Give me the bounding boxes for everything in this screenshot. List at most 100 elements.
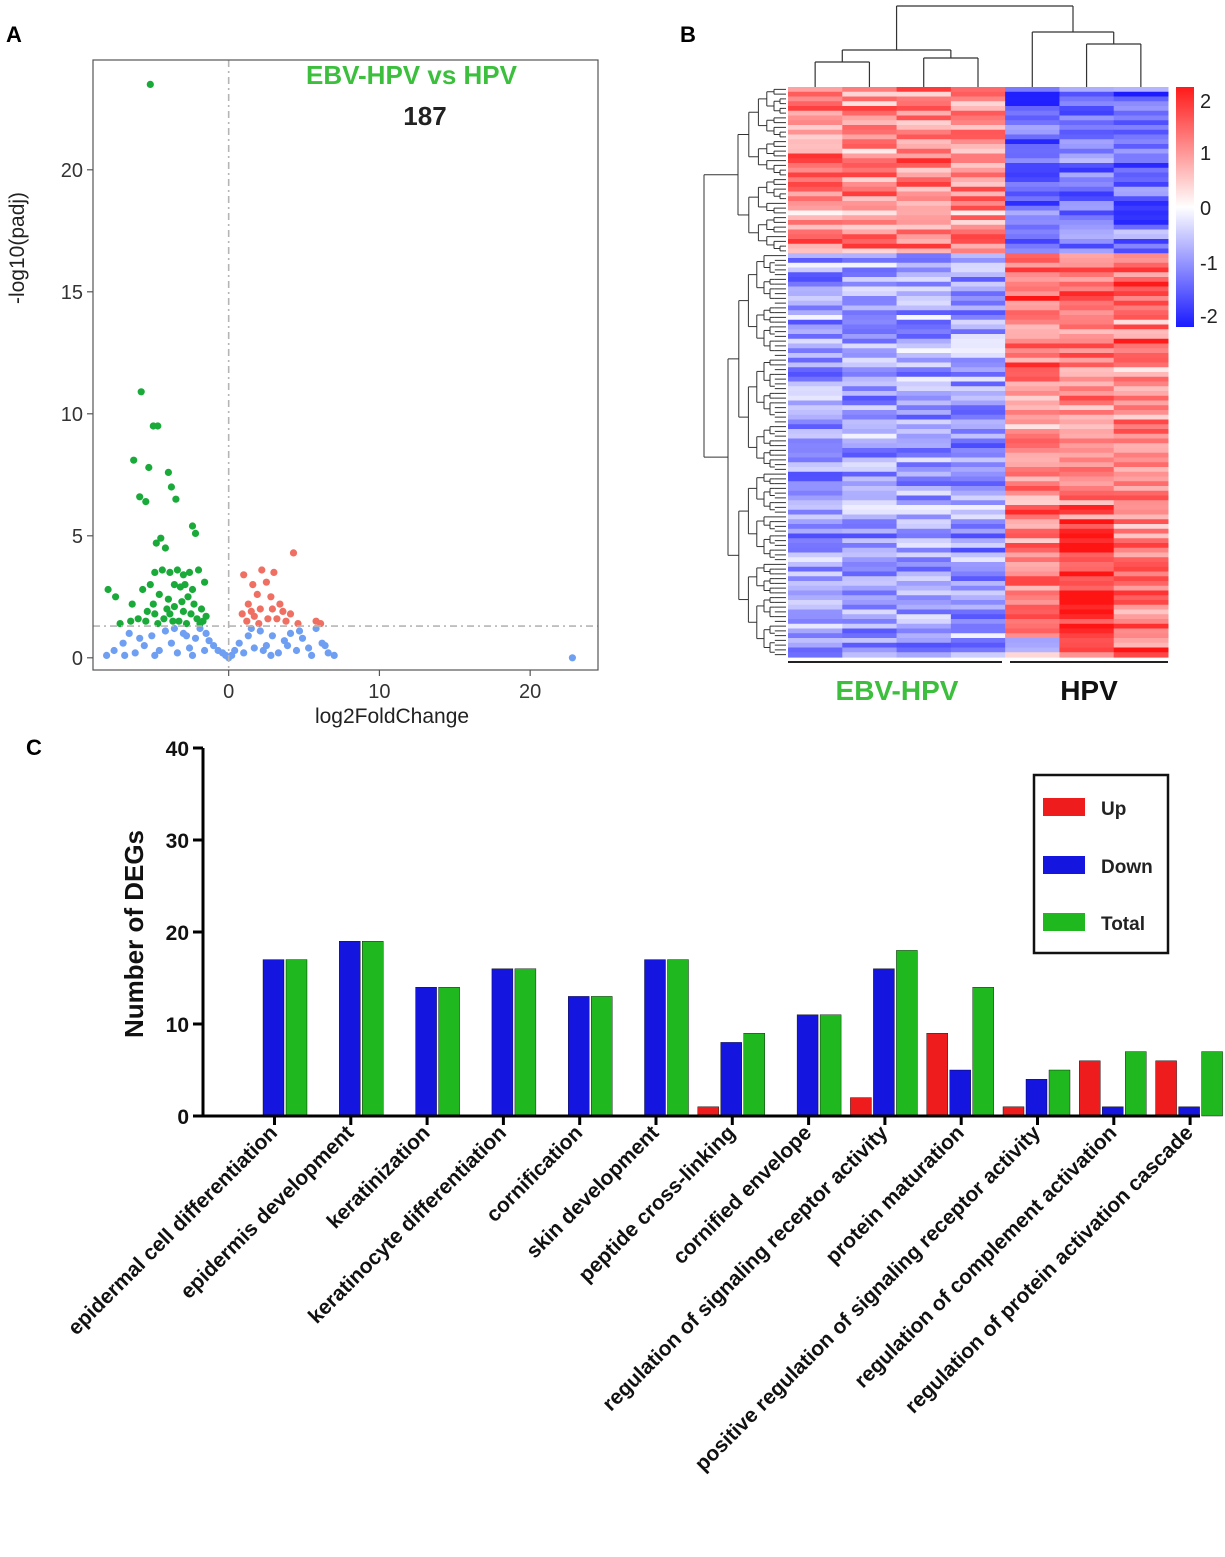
heatmap-cell [788, 324, 843, 330]
heatmap-cell [1113, 239, 1169, 245]
heatmap-cell [896, 239, 952, 245]
heatmap-cell [896, 177, 952, 183]
heatmap-cell [950, 429, 1006, 435]
heatmap-cell [1113, 595, 1169, 601]
heatmap-cell [1113, 609, 1169, 615]
panel-a-letter: A [6, 22, 22, 47]
heatmap-cell [1113, 462, 1169, 468]
heatmap-cell [1059, 267, 1115, 273]
volcano-point-ns [256, 627, 264, 635]
heatmap-cell [1005, 448, 1060, 454]
heatmap-cell [950, 196, 1006, 202]
volcano-point-ns [250, 644, 258, 652]
heatmap-cell [950, 267, 1006, 273]
heatmap-cell [788, 186, 843, 193]
heatmap-cell [950, 229, 1006, 235]
heatmap-cell [950, 87, 1006, 93]
heatmap-cell [896, 386, 952, 392]
heatmap-cell [842, 315, 898, 321]
volcano-point-down [160, 615, 168, 623]
heatmap-cell [842, 148, 898, 155]
heatmap-cell [1005, 120, 1060, 126]
volcano-point-down [154, 422, 162, 430]
heatmap-cell [1113, 224, 1169, 231]
heatmap-cell [1005, 585, 1060, 592]
volcano-point-up [262, 578, 270, 586]
bars [262, 941, 1223, 1117]
heatmap-cell [842, 486, 898, 492]
heatmap-cell [842, 410, 898, 416]
heatmap-cell [950, 144, 1006, 150]
heatmap-cell [950, 129, 1006, 136]
heatmap-cell [950, 286, 1006, 292]
heatmap-cell [788, 210, 843, 216]
heatmap-cell [788, 167, 843, 174]
volcano-point-ns [136, 634, 144, 642]
heatmap-cell [896, 262, 952, 269]
heatmap-cell [1005, 595, 1060, 601]
heatmap-cell [950, 324, 1006, 330]
bar-total [285, 959, 308, 1117]
heatmap-cell [842, 367, 898, 373]
volcano-point-down [134, 615, 142, 623]
heatmap-cell [788, 604, 843, 611]
heatmap-cell [950, 329, 1006, 335]
heatmap-cell [1113, 281, 1169, 288]
heatmap-cell [1005, 619, 1060, 625]
heatmap-cell [1113, 448, 1169, 454]
heatmap-cell [1113, 372, 1169, 378]
heatmap-cell [1113, 481, 1169, 487]
heatmap-cell [1113, 457, 1169, 463]
heatmap-cell [842, 438, 898, 444]
heatmap-cell [842, 253, 898, 259]
heatmap-cell [788, 552, 843, 558]
heatmap-cell [842, 163, 898, 169]
heatmap-cell [788, 429, 843, 435]
heatmap-cell [896, 419, 952, 425]
heatmap-cell [788, 600, 843, 606]
volcano-point-down [164, 595, 172, 603]
heatmap-cell [950, 609, 1006, 615]
bar-total [438, 987, 460, 1117]
heatmap-cell [788, 177, 843, 183]
heatmap-cell [788, 129, 843, 136]
heatmap-cell [1059, 414, 1115, 421]
heatmap-cell [896, 353, 952, 359]
volcano-x-tick-label: 10 [368, 681, 390, 703]
heatmap-cell [1005, 433, 1060, 440]
volcano-point-ns [140, 642, 148, 650]
heatmap-cell [788, 262, 843, 269]
volcano-point-down [191, 529, 200, 538]
heatmap-cell [788, 144, 843, 150]
heatmap-cell [896, 106, 952, 112]
heatmap-cell [842, 519, 898, 525]
heatmap-cell [896, 101, 952, 107]
heatmap-cell [842, 134, 898, 140]
heatmap-cell [788, 519, 843, 525]
heatmap-cell [950, 476, 1006, 482]
heatmap-cell [896, 215, 952, 221]
heatmap-cell [842, 400, 898, 406]
heatmap-cell [950, 91, 1006, 98]
heatmap-cell [1059, 229, 1115, 235]
heatmap-cell [1005, 381, 1060, 387]
heatmap-cell [1113, 623, 1169, 630]
heatmap-cell [842, 533, 898, 539]
heatmap-cell [1059, 272, 1115, 278]
heatmap-cell [788, 96, 843, 102]
heatmap-cell [842, 414, 898, 421]
heatmap-cell [788, 362, 843, 368]
heatmap-cell [1059, 543, 1115, 549]
bar-x-ticks [273, 1116, 1192, 1125]
heatmap-cell [896, 395, 952, 402]
heatmap-cell [788, 585, 843, 592]
heatmap-cell [1059, 538, 1115, 544]
heatmap-cell [896, 647, 952, 653]
volcano-point-ns [119, 639, 127, 647]
heatmap-cell [950, 186, 1006, 193]
heatmap-cell [842, 566, 898, 573]
heatmap-cell [950, 467, 1006, 473]
heatmap-cell [1059, 182, 1115, 188]
heatmap-cell [1005, 533, 1060, 539]
heatmap-cell [1005, 324, 1060, 330]
